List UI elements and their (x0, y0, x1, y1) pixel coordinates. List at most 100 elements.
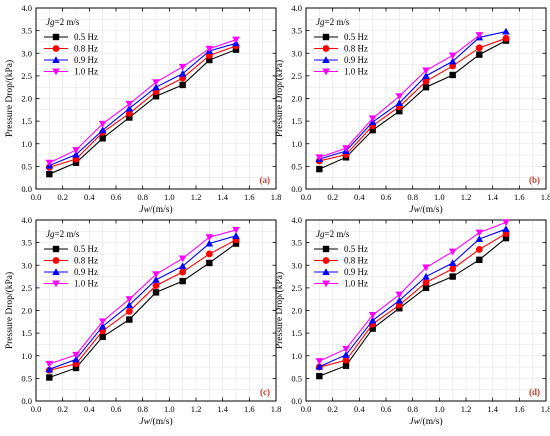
legend-swatch-marker (52, 68, 60, 76)
data-point (205, 234, 214, 241)
y-tick-label: 0.5 (291, 161, 302, 171)
chart-panel-2: 0.0 0.2 0.4 0.6 0.8 1.0 1.2 1.4 1.6 1.8 0.0 0.5 1.0 1… (274, 3, 550, 215)
legend-entry: 0.8 Hz (74, 44, 98, 54)
y-tick-label: 0.0 (21, 396, 32, 406)
legend-swatch-marker (322, 268, 330, 275)
data-point (476, 51, 483, 58)
data-point (502, 219, 510, 227)
y-tick-label: 0.5 (291, 373, 302, 383)
legend-entry: 0.9 Hz (74, 267, 98, 277)
legend-swatch-marker (322, 56, 330, 63)
x-tick-label: 1.8 (541, 192, 550, 202)
legend-entry: 0.8 Hz (74, 256, 98, 266)
y-tick-label: 1.0 (291, 351, 302, 361)
data-point (125, 308, 133, 315)
legend-entry: 0.9 Hz (74, 55, 98, 65)
legend-entry: 0.5 Hz (344, 32, 368, 42)
panel-label: (a) (260, 175, 271, 185)
data-point (152, 93, 160, 100)
data-point (422, 72, 430, 79)
y-axis-label: Pressure Drop/(kPa) (274, 60, 285, 137)
x-tick-label: 1.4 (487, 192, 498, 202)
y-tick-label: 1.5 (21, 116, 32, 126)
x-tick-label: 1.6 (244, 404, 255, 414)
data-point (422, 77, 430, 85)
data-point (205, 45, 214, 53)
legend-entry: 0.8 Hz (344, 256, 368, 266)
data-point (476, 256, 483, 264)
series-line (49, 239, 237, 371)
y-tick-label: 3.0 (21, 260, 32, 270)
series-line (319, 237, 507, 377)
series-line (49, 243, 237, 378)
data-point (45, 159, 54, 167)
y-tick-label: 2.0 (291, 94, 302, 104)
y-tick-label: 1.0 (291, 139, 302, 149)
x-tick-label: 0.0 (31, 192, 42, 202)
data-point (395, 296, 404, 304)
legend-swatch-marker (322, 45, 330, 52)
data-point (368, 312, 377, 319)
legend-entry: 1.0 Hz (344, 67, 368, 77)
data-point (342, 145, 350, 153)
series-0_5-Hz (46, 240, 240, 381)
data-point (178, 255, 187, 263)
legend-entry: 1.0 Hz (344, 279, 368, 289)
data-point (125, 110, 133, 117)
legend: Jg=2 m/s 0.5 Hz 0.8 Hz0.9 Hz 1.0 Hz (44, 17, 98, 77)
data-point (449, 265, 457, 273)
data-point (422, 272, 430, 280)
x-tick-label: 0.2 (57, 192, 68, 202)
data-point (232, 232, 240, 239)
data-point (502, 27, 510, 35)
data-point (152, 83, 160, 91)
data-point (396, 107, 403, 115)
series-line (49, 229, 237, 365)
data-point (369, 325, 376, 332)
x-tick-label: 1.8 (271, 192, 282, 202)
x-tick-label: 0.2 (327, 192, 338, 202)
legend-swatch-marker (52, 257, 60, 264)
panel-label: (b) (529, 175, 540, 185)
y-tick-label: 2.5 (21, 71, 32, 81)
data-point (422, 284, 430, 292)
y-tick-label: 0.5 (21, 161, 32, 171)
legend-swatch-marker (322, 33, 330, 41)
x-tick-label: 0.8 (407, 404, 418, 414)
x-tick-label: 1.2 (191, 404, 202, 414)
series-0_5-Hz (46, 46, 240, 178)
y-tick-label: 0.0 (21, 184, 32, 194)
y-tick-label: 2.5 (21, 283, 32, 293)
data-point (395, 291, 404, 299)
legend-title: Jg=2 m/s (46, 17, 80, 27)
legend-title: Jg=2 m/s (316, 17, 350, 27)
x-tick-label: 1.0 (434, 404, 445, 414)
x-tick-label: 1.2 (191, 192, 202, 202)
data-point (98, 322, 107, 330)
data-point (72, 159, 80, 166)
series-0_9-Hz (315, 27, 510, 163)
y-tick-label: 3.5 (21, 238, 32, 248)
x-tick-label: 1.4 (217, 192, 228, 202)
legend-entry: 1.0 Hz (74, 279, 98, 289)
data-point (46, 170, 53, 178)
legend-swatch-marker (52, 45, 60, 52)
x-axis-label: Jw/(m/s) (139, 204, 172, 215)
data-point (449, 71, 456, 79)
y-tick-label: 1.5 (291, 328, 302, 338)
data-point (179, 277, 186, 285)
x-tick-label: 1.2 (461, 192, 472, 202)
data-point (502, 34, 510, 42)
y-tick-label: 4.0 (21, 3, 32, 13)
x-tick-label: 1.6 (244, 192, 255, 202)
chart-panel-4: 0.0 0.2 0.4 0.6 0.8 1.0 1.2 1.4 1.6 1.8 0.0 0.5 1.0 1… (274, 215, 550, 427)
data-point (45, 365, 54, 373)
legend-swatch-marker (52, 56, 60, 63)
data-point (178, 262, 187, 270)
data-point (475, 44, 483, 52)
x-tick-label: 1.8 (541, 404, 550, 414)
data-point (46, 374, 53, 381)
legend-entry: 0.5 Hz (74, 32, 98, 42)
data-point (152, 275, 160, 283)
data-point (368, 316, 377, 324)
